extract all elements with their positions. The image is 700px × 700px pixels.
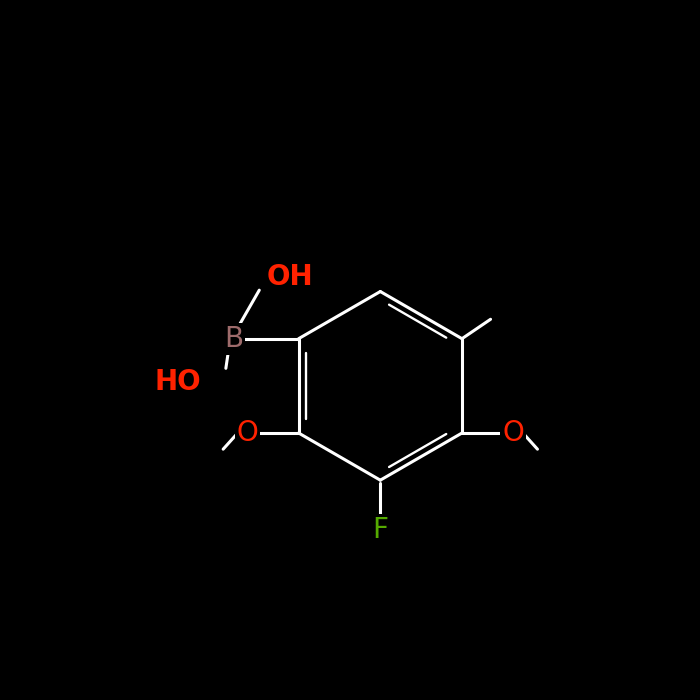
Text: O: O — [237, 419, 258, 447]
Text: O: O — [503, 419, 524, 447]
Text: B: B — [225, 325, 244, 353]
Text: HO: HO — [155, 368, 202, 395]
Text: OH: OH — [266, 262, 313, 290]
Text: F: F — [372, 516, 389, 544]
